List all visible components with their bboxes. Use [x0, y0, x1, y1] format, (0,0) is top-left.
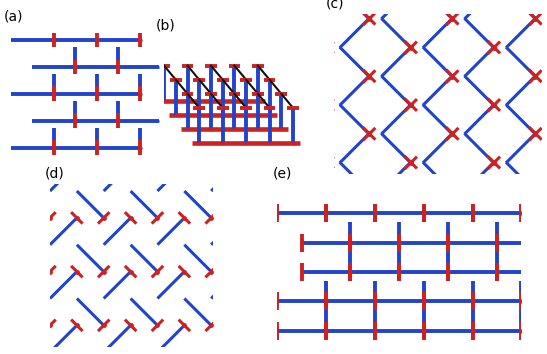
Text: (c): (c)	[325, 0, 344, 11]
Text: (a): (a)	[3, 10, 23, 24]
Text: (d): (d)	[45, 167, 65, 181]
Text: (b): (b)	[156, 19, 176, 33]
Text: (e): (e)	[272, 167, 292, 181]
